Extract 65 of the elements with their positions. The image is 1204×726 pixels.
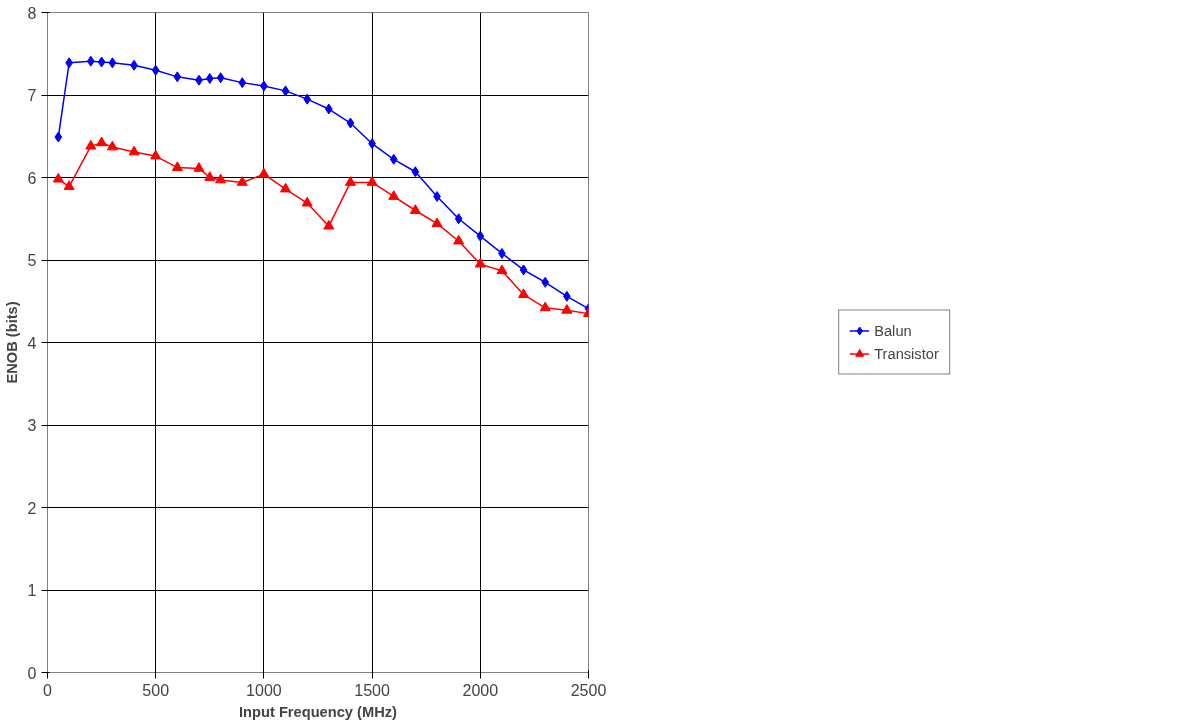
point bbox=[561, 304, 573, 314]
point bbox=[97, 56, 106, 68]
x-axis-title: Input Frequency (MHz) bbox=[239, 703, 398, 720]
point bbox=[63, 180, 75, 190]
x-tick-label: 2500 bbox=[570, 681, 607, 699]
y-tick-label: 2 bbox=[27, 499, 37, 517]
point bbox=[236, 176, 248, 186]
legend-label: Transistor bbox=[874, 345, 939, 362]
point bbox=[366, 176, 378, 186]
y-axis-title: ENOB (bits) bbox=[3, 301, 20, 384]
legend-label: Balun bbox=[874, 322, 912, 339]
point bbox=[431, 217, 443, 228]
point bbox=[409, 204, 421, 214]
point bbox=[280, 182, 292, 193]
point bbox=[258, 167, 270, 178]
point bbox=[86, 55, 95, 67]
point bbox=[496, 264, 508, 275]
point bbox=[539, 301, 551, 312]
x-tick-label: 500 bbox=[142, 681, 170, 699]
y-tick-label: 3 bbox=[27, 417, 37, 434]
point bbox=[54, 131, 63, 143]
point bbox=[150, 149, 162, 160]
point bbox=[238, 77, 247, 89]
point bbox=[388, 190, 400, 200]
x-tick-label: 1000 bbox=[246, 681, 282, 699]
point bbox=[303, 93, 312, 105]
y-tick-label: 4 bbox=[27, 334, 37, 352]
point bbox=[52, 172, 64, 183]
x-tick-label: 2000 bbox=[462, 681, 499, 699]
point bbox=[453, 234, 465, 245]
point bbox=[96, 136, 108, 147]
x-tick-label: 0 bbox=[43, 681, 53, 699]
point bbox=[389, 153, 398, 165]
y-tick-label: 8 bbox=[27, 4, 37, 22]
point bbox=[108, 57, 117, 69]
y-tick-label: 7 bbox=[27, 87, 37, 104]
y-tick-label: 0 bbox=[27, 664, 37, 682]
point bbox=[541, 276, 550, 288]
point bbox=[151, 64, 160, 76]
x-tick-label: 1500 bbox=[354, 681, 390, 699]
point bbox=[474, 257, 486, 268]
point bbox=[204, 171, 216, 181]
y-tick-label: 1 bbox=[27, 582, 37, 599]
point bbox=[323, 219, 335, 230]
point bbox=[411, 166, 420, 178]
point bbox=[215, 173, 227, 184]
point bbox=[301, 196, 313, 207]
point bbox=[216, 72, 225, 84]
point bbox=[476, 230, 485, 242]
y-tick-label: 5 bbox=[27, 252, 37, 269]
point bbox=[173, 71, 182, 83]
point bbox=[454, 213, 463, 225]
point bbox=[344, 176, 356, 186]
point bbox=[85, 139, 97, 150]
point bbox=[324, 103, 333, 115]
point bbox=[519, 264, 528, 276]
point bbox=[193, 162, 205, 172]
point bbox=[171, 161, 183, 171]
point bbox=[281, 85, 290, 97]
point bbox=[346, 117, 355, 129]
point bbox=[518, 288, 530, 299]
point bbox=[205, 73, 214, 84]
point bbox=[128, 145, 140, 156]
point bbox=[106, 140, 118, 151]
y-tick-label: 6 bbox=[27, 169, 37, 187]
